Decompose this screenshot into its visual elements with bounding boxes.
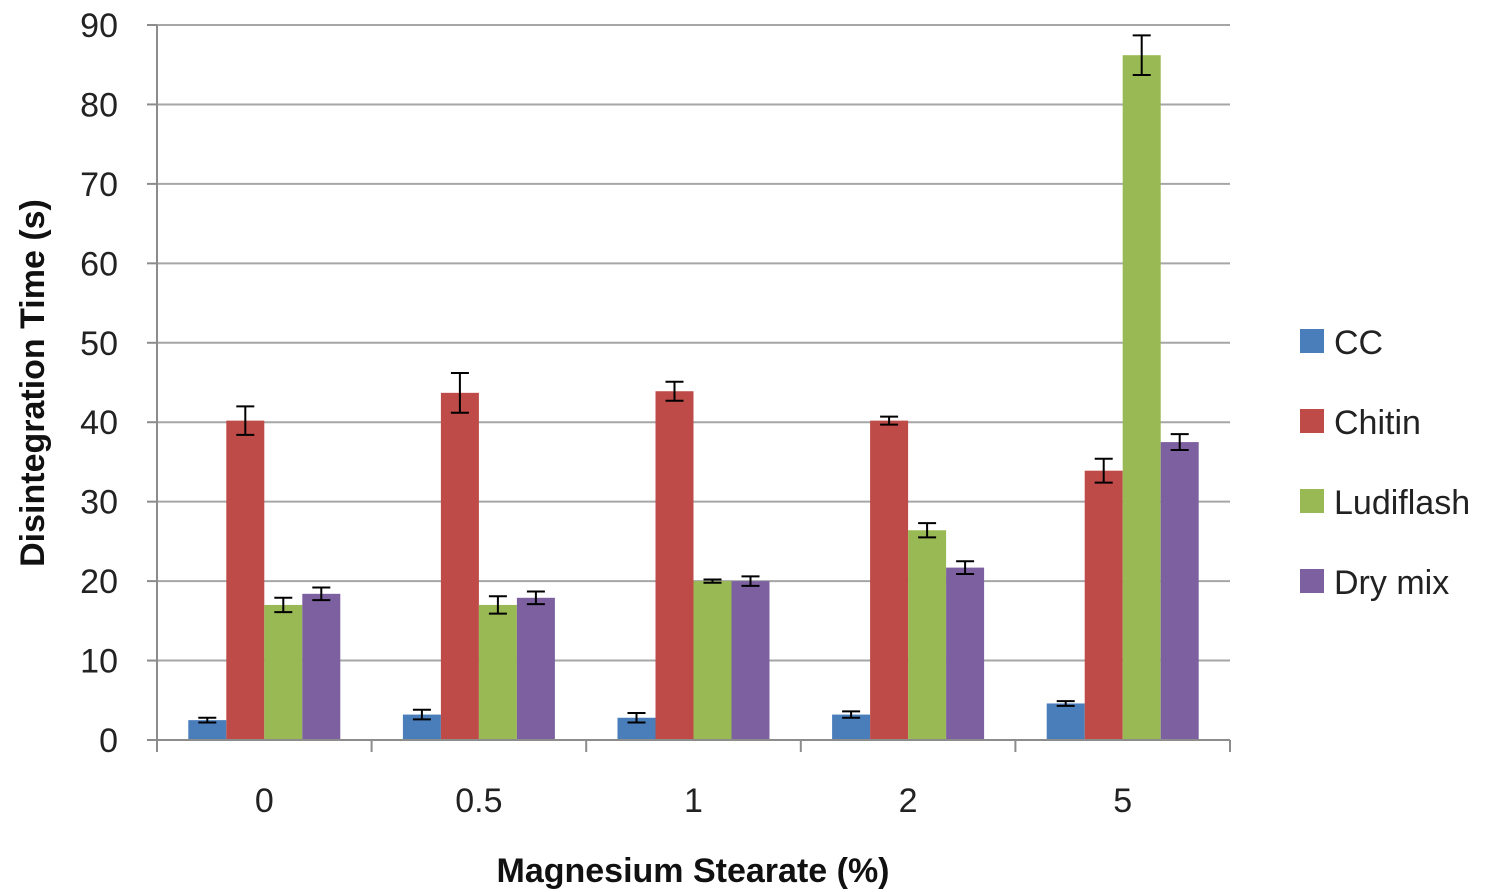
y-tick-labels: 0 10 20 30 40 50 60 70 80 90 [80, 7, 118, 760]
gridlines [157, 24, 1230, 662]
bar-dry-mix-1 [731, 581, 770, 740]
y-tick-label: 80 [80, 86, 118, 124]
bar-ludiflash-2 [908, 530, 947, 740]
bar-dry-mix-2 [946, 567, 985, 740]
bar-ludiflash-1 [693, 581, 732, 740]
bar-cc-1 [617, 717, 656, 740]
bar-chitin-0 [226, 420, 265, 740]
bar-ludiflash-0 [264, 604, 303, 740]
y-tick-label: 70 [80, 166, 118, 204]
legend-swatch-dry-mix [1300, 569, 1324, 593]
legend-swatch-cc [1300, 329, 1324, 353]
bar-ludiflash-0.5 [478, 604, 517, 740]
x-tick-labels: 0 0.5 1 2 5 [255, 782, 1132, 820]
legend: CC Chitin Ludiflash Dry mix [1300, 324, 1470, 602]
bar-cc-5 [1046, 703, 1085, 740]
x-tick-label: 1 [684, 782, 703, 820]
bars [188, 55, 1199, 740]
x-tick-label: 0 [255, 782, 274, 820]
x-axis-title: Magnesium Stearate (%) [497, 852, 890, 890]
legend-label: Ludiflash [1334, 484, 1470, 522]
bar-dry-mix-5 [1160, 442, 1199, 740]
y-tick-label: 0 [99, 722, 118, 760]
legend-label: Dry mix [1334, 564, 1449, 602]
y-tick-label: 10 [80, 643, 118, 681]
legend-swatch-ludiflash [1300, 489, 1324, 513]
y-axis-title: Disintegration Time (s) [14, 199, 52, 567]
y-tick-label: 40 [80, 404, 118, 442]
bar-dry-mix-0 [302, 593, 341, 740]
bar-ludiflash-5 [1122, 55, 1161, 740]
bar-dry-mix-0.5 [516, 597, 555, 740]
y-tick-label: 30 [80, 484, 118, 522]
bar-cc-0 [188, 720, 227, 740]
y-tick-label: 20 [80, 563, 118, 601]
x-tick-label: 2 [899, 782, 918, 820]
x-tick-label: 0.5 [455, 782, 502, 820]
y-tick-label: 60 [80, 245, 118, 283]
y-tick-label: 90 [80, 7, 118, 45]
error-bars [198, 34, 1189, 724]
x-tick-label: 5 [1113, 782, 1132, 820]
legend-swatch-chitin [1300, 409, 1324, 433]
legend-label: CC [1334, 324, 1383, 362]
bar-cc-2 [832, 714, 871, 740]
bar-chitin-0.5 [440, 392, 479, 740]
axes [147, 24, 1231, 752]
legend-label: Chitin [1334, 404, 1421, 442]
bar-chitin-2 [870, 420, 909, 740]
y-tick-label: 50 [80, 325, 118, 363]
bar-chitin-1 [655, 391, 694, 740]
bar-chitin-5 [1084, 470, 1123, 740]
